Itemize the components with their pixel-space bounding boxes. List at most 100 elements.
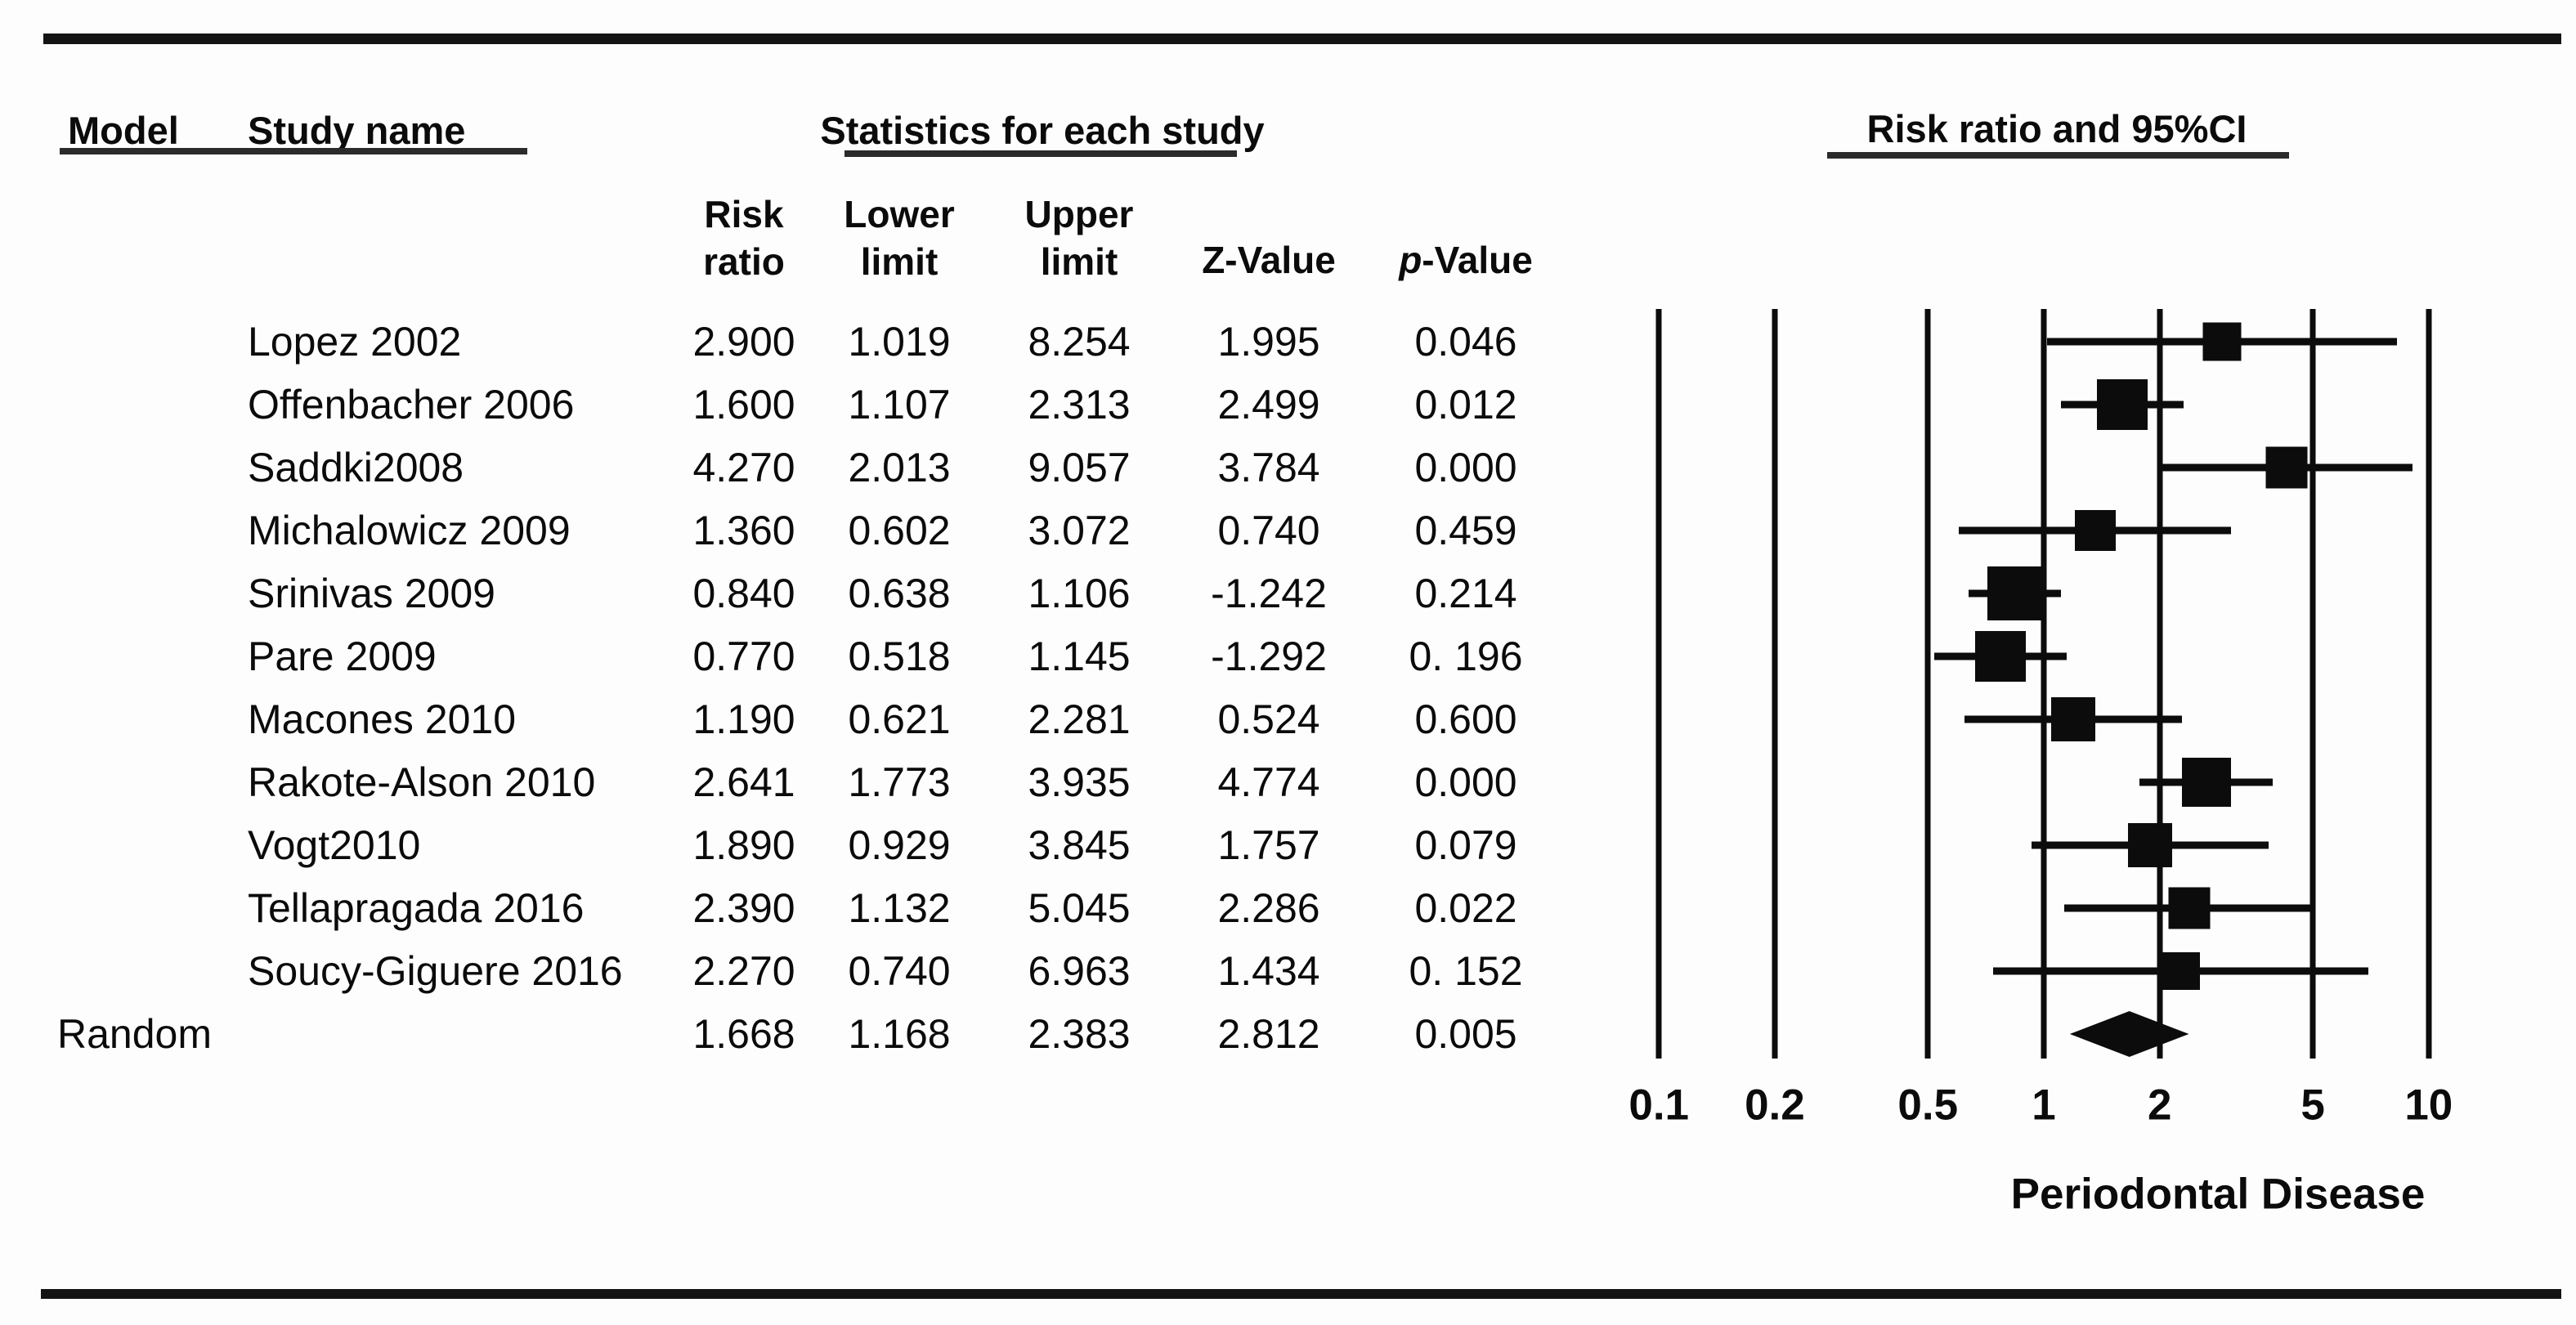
- study-name-cell: Vogt2010: [248, 822, 421, 868]
- x-tick-label-0.1: 0.1: [1628, 1081, 1690, 1130]
- upper-limit-header-line2: limit: [1040, 239, 1118, 283]
- x-tick-label-5: 5: [2300, 1081, 2325, 1130]
- p-value-cell: 0.005: [1414, 1011, 1517, 1057]
- point-estimate-square: [1987, 566, 2042, 620]
- risk-ratio-header-line1: Risk: [704, 193, 784, 235]
- ci-group-header: Risk ratio and 95%CI: [1866, 107, 2247, 150]
- risk-ratio-cell: 0.770: [692, 633, 795, 679]
- point-estimate-square: [2168, 887, 2211, 929]
- lower-limit-cell: 1.132: [848, 885, 951, 931]
- upper-limit-cell: 2.383: [1028, 1011, 1131, 1057]
- x-gridline-10: [2426, 309, 2432, 1059]
- lower-limit-cell: 0.929: [848, 822, 951, 868]
- upper-limit-column-header: Upper limit: [1025, 191, 1134, 286]
- x-axis-label: Periodontal Disease: [2010, 1170, 2426, 1219]
- point-estimate-square: [2265, 446, 2308, 489]
- x-gridline-0.1: [1655, 309, 1662, 1059]
- study-name-cell: Srinivas 2009: [248, 571, 495, 616]
- risk-ratio-column-header: Risk ratio: [703, 191, 785, 286]
- risk-ratio-cell: 1.360: [692, 508, 795, 553]
- upper-limit-header-line1: Upper: [1024, 193, 1134, 235]
- point-estimate-square: [2074, 510, 2116, 551]
- lower-limit-cell: 0.602: [848, 508, 951, 553]
- p-value-cell: 0.012: [1414, 382, 1517, 427]
- x-tick-label-0.5: 0.5: [1897, 1081, 1959, 1130]
- lower-limit-cell: 0.740: [848, 948, 951, 994]
- statistics-header-underline: [844, 150, 1237, 157]
- upper-limit-cell: 2.281: [1028, 696, 1131, 742]
- risk-ratio-header-line2: ratio: [703, 239, 785, 283]
- p-value-cell: 0.600: [1414, 696, 1517, 742]
- x-gridline-5: [2309, 309, 2316, 1059]
- z-value-cell: 2.286: [1217, 885, 1320, 931]
- study-name-cell: Pare 2009: [248, 633, 437, 679]
- upper-limit-cell: 1.106: [1028, 571, 1131, 616]
- risk-ratio-cell: 1.890: [692, 822, 795, 868]
- p-value-column-header: p-Value: [1399, 238, 1533, 282]
- p-value-cell: 0.459: [1414, 508, 1517, 553]
- point-estimate-square: [2050, 697, 2095, 741]
- z-value-cell: 2.812: [1217, 1011, 1320, 1057]
- z-value-cell: 1.757: [1217, 822, 1320, 868]
- upper-limit-cell: 3.845: [1028, 822, 1131, 868]
- ci-header-underline: [1827, 152, 2289, 159]
- lower-limit-cell: 1.107: [848, 382, 951, 427]
- risk-ratio-cell: 1.600: [692, 382, 795, 427]
- risk-ratio-cell: 1.668: [692, 1011, 795, 1057]
- risk-ratio-cell: 0.840: [692, 571, 795, 616]
- p-value-cell: 0. 196: [1409, 633, 1523, 679]
- risk-ratio-cell: 2.390: [692, 885, 795, 931]
- point-estimate-square: [1974, 631, 2026, 682]
- x-gridline-0.2: [1772, 309, 1778, 1059]
- z-value-cell: 1.995: [1217, 319, 1320, 365]
- study-name-cell: Lopez 2002: [248, 319, 462, 365]
- upper-limit-cell: 3.935: [1028, 759, 1131, 805]
- p-value-cell: 0.000: [1414, 759, 1517, 805]
- z-value-column-header: Z-Value: [1202, 239, 1336, 281]
- p-value-cell: 0.022: [1414, 885, 1517, 931]
- lower-limit-header-line2: limit: [860, 239, 939, 283]
- study-name-cell: Macones 2010: [248, 696, 517, 742]
- z-value-cell: -1.242: [1211, 571, 1327, 616]
- upper-limit-cell: 6.963: [1028, 948, 1131, 994]
- study-name-cell: Rakote-Alson 2010: [248, 759, 596, 805]
- p-value-cell: 0.046: [1414, 319, 1517, 365]
- point-estimate-square: [2181, 758, 2231, 807]
- z-value-cell: 0.524: [1217, 696, 1320, 742]
- risk-ratio-cell: 2.900: [692, 319, 795, 365]
- x-tick-label-10: 10: [2404, 1081, 2453, 1130]
- risk-ratio-cell: 2.641: [692, 759, 795, 805]
- x-tick-label-0.2: 0.2: [1745, 1081, 1805, 1130]
- risk-ratio-cell: 2.270: [692, 948, 795, 994]
- z-value-cell: 3.784: [1217, 445, 1320, 490]
- upper-limit-cell: 5.045: [1028, 885, 1131, 931]
- z-value-cell: 1.434: [1217, 948, 1320, 994]
- left-header-underline: [60, 148, 527, 154]
- point-estimate-square: [2097, 379, 2148, 430]
- lower-limit-cell: 2.013: [848, 445, 951, 490]
- upper-limit-cell: 2.313: [1028, 382, 1131, 427]
- bottom-rule: [41, 1289, 2561, 1299]
- x-gridline-2: [2157, 309, 2163, 1059]
- study-name-column-header: Study name: [248, 109, 466, 152]
- lower-limit-cell: 0.621: [848, 696, 951, 742]
- p-value-header-rest: -Value: [1422, 239, 1533, 281]
- summary-diamond: [2069, 1011, 2189, 1057]
- point-estimate-square: [2202, 322, 2242, 361]
- lower-limit-cell: 1.773: [848, 759, 951, 805]
- z-value-cell: 4.774: [1217, 759, 1320, 805]
- upper-limit-cell: 3.072: [1028, 508, 1131, 553]
- p-value-cell: 0.000: [1414, 445, 1517, 490]
- x-tick-label-1: 1: [2032, 1081, 2056, 1130]
- risk-ratio-cell: 1.190: [692, 696, 795, 742]
- upper-limit-cell: 9.057: [1028, 445, 1131, 490]
- point-estimate-square: [2128, 823, 2173, 867]
- z-value-cell: 0.740: [1217, 508, 1320, 553]
- x-gridline-1: [2041, 309, 2047, 1059]
- p-value-cell: 0.079: [1414, 822, 1517, 868]
- lower-limit-column-header: Lower limit: [844, 191, 954, 286]
- study-name-cell: Tellapragada 2016: [248, 885, 585, 931]
- p-value-header-italic-p: p: [1399, 239, 1422, 281]
- lower-limit-header-line1: Lower: [844, 193, 955, 235]
